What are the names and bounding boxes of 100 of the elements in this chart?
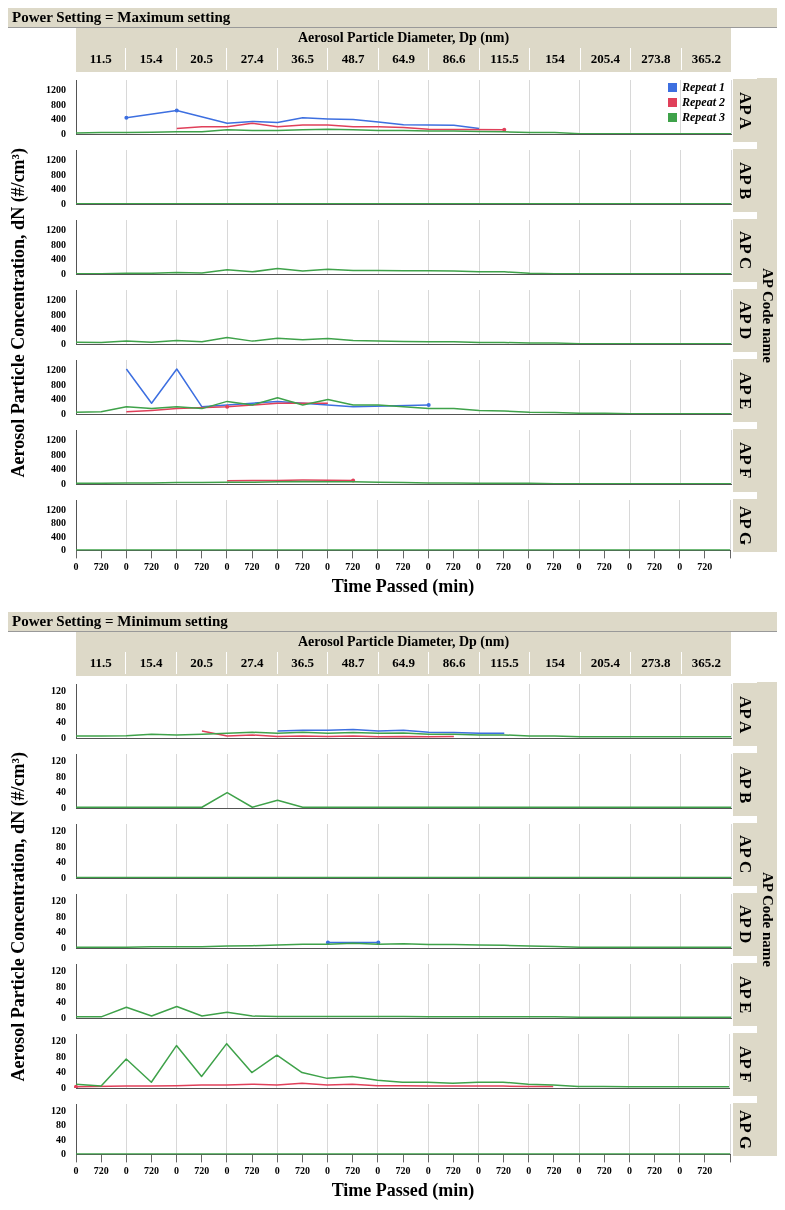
x-tick-label: 720 (546, 1164, 562, 1176)
y-tick-label: 400 (51, 393, 66, 405)
legend-label: Repeat 3 (682, 110, 725, 125)
y-tick-label: 800 (51, 378, 66, 390)
y-axis-title: Aerosol Particle Concentration, dN (#/cm³) (7, 148, 29, 478)
x-tick-label: 720 (596, 560, 612, 572)
x-tick-label: 0 (475, 560, 481, 572)
x-tick-label: 720 (345, 560, 361, 572)
x-tick-label: 0 (73, 1164, 79, 1176)
y-tick-label: 80 (56, 1119, 66, 1131)
x-tick-label: 0 (375, 1164, 381, 1176)
y-tick-label: 1200 (46, 434, 66, 446)
x-tick-label: 0 (174, 560, 180, 572)
x-tick-label: 0 (626, 560, 632, 572)
x-tick-label: 0 (425, 1164, 431, 1176)
text: 48.7 (327, 652, 378, 674)
x-tick-label: 720 (596, 1164, 612, 1176)
y-tick-label: 1200 (46, 364, 66, 376)
y-tick-label: 0 (61, 267, 66, 279)
text: 20.5 (175, 652, 227, 674)
x-tick-label: 720 (395, 560, 411, 572)
y-tick-label: 400 (51, 323, 66, 335)
text: 64.9 (377, 652, 429, 674)
y-tick-label: 0 (61, 941, 66, 953)
text: 15.4 (125, 48, 176, 70)
x-tick-label: 0 (325, 1164, 331, 1176)
y2-axis-title: AP A (733, 682, 757, 746)
text: 273.8 (630, 652, 681, 674)
text: 11.5 (88, 654, 113, 672)
x-tick-label: 0 (123, 560, 129, 572)
x-axis-title: Time Passed (min) (331, 575, 475, 597)
x-tick-label: 720 (244, 1164, 260, 1176)
x-tick-label: 720 (546, 560, 562, 572)
x-tick-label: 0 (224, 1164, 230, 1176)
x-tick-label: 0 (526, 560, 532, 572)
x-tick-label: 0 (73, 560, 79, 572)
text: 365.2 (680, 652, 732, 674)
text: 48.7 (327, 48, 378, 70)
y-tick-label: 800 (51, 448, 66, 460)
y2-axis-title: AP B (733, 148, 757, 212)
chart-title: Power Setting = Minimum setting (8, 612, 777, 632)
y-tick-label: 0 (61, 871, 66, 883)
y-tick-label: 0 (61, 731, 66, 743)
y-tick-label: 1200 (46, 503, 66, 515)
y2-axis-title: AP B (733, 752, 757, 816)
y-tick-label: 40 (56, 716, 66, 728)
y-tick-label: 800 (51, 238, 66, 250)
text: 115.5 (478, 48, 530, 70)
x-tick-label: 0 (375, 560, 381, 572)
x-tick-label: 720 (647, 560, 663, 572)
legend-label: Repeat 2 (682, 95, 725, 110)
y2-axis-title: AP E (733, 358, 757, 422)
x-tick-label: 720 (143, 560, 159, 572)
x-tick-label: 720 (647, 1164, 663, 1176)
x-tick-label: 720 (294, 1164, 310, 1176)
y-axis-title: Aerosol Particle Concentration, dN (#/cm³) (7, 752, 29, 1082)
x-tick-label: 720 (345, 1164, 361, 1176)
text: Aerosol Particle Diameter, Dp (nm) (296, 29, 511, 47)
y-tick-label: 40 (56, 786, 66, 798)
y2-axis-title: AP E (733, 962, 757, 1026)
text: 115.5 (478, 652, 530, 674)
y2-axis-title: AP A (733, 78, 757, 142)
x-tick-label: 720 (697, 1164, 713, 1176)
text: 154 (529, 48, 580, 70)
x-axis-title: Time Passed (min) (331, 1179, 475, 1201)
text: 154 (529, 652, 580, 674)
x-tick-label: 0 (425, 560, 431, 572)
y2-axis-title: AP F (733, 428, 757, 492)
text: 86.6 (428, 652, 479, 674)
text: 15.4 (125, 652, 176, 674)
x-tick-label: 0 (677, 560, 683, 572)
y-tick-label: 80 (56, 910, 66, 922)
text: 11.5 (88, 50, 113, 68)
text: 86.6 (428, 48, 479, 70)
text: 36.5 (276, 48, 328, 70)
chart-title: Power Setting = Maximum setting (8, 8, 777, 28)
y-tick-label: 40 (56, 856, 66, 868)
x-tick-label: 720 (445, 560, 461, 572)
y-tick-label: 80 (56, 770, 66, 782)
text: 36.5 (276, 652, 328, 674)
y-tick-label: 400 (51, 463, 66, 475)
text: 365.2 (680, 48, 732, 70)
y-tick-label: 800 (51, 517, 66, 529)
x-tick-label: 0 (224, 560, 230, 572)
x-tick-label: 0 (677, 1164, 683, 1176)
y2-axis-title: AP G (733, 498, 757, 552)
y-tick-label: 80 (56, 840, 66, 852)
text: 27.4 (226, 48, 277, 70)
x-tick-label: 720 (445, 1164, 461, 1176)
y-tick-label: 80 (56, 1050, 66, 1062)
y-tick-label: 40 (56, 996, 66, 1008)
text: 64.9 (377, 48, 429, 70)
y-tick-label: 800 (51, 308, 66, 320)
y-tick-label: 120 (51, 895, 66, 907)
x-tick-label: 720 (244, 560, 260, 572)
y-tick-label: 0 (61, 1147, 66, 1159)
y2-axis-title: AP D (733, 288, 757, 352)
y-tick-label: 400 (51, 253, 66, 265)
y-tick-label: 0 (61, 407, 66, 419)
x-tick-label: 0 (526, 1164, 532, 1176)
